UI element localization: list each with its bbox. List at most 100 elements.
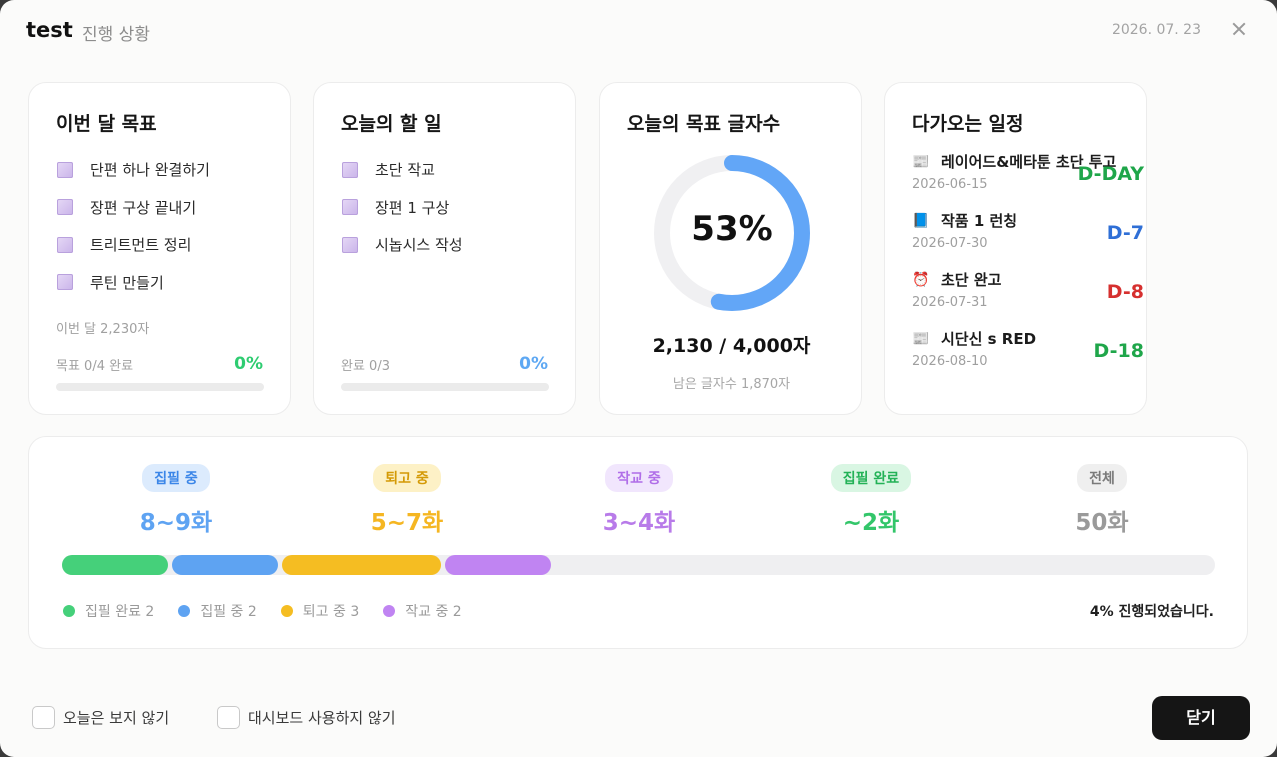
status-pill: 퇴고 중 xyxy=(373,464,441,492)
word-goal-remaining: 남은 글자수 1,870자 xyxy=(672,377,791,392)
task-item[interactable]: 장편 1 구상 xyxy=(342,189,463,227)
progress-legend: 집필 완료 2 집필 중 2 퇴고 중 3 작교 중 2 xyxy=(63,601,486,621)
legend-label: 집필 중 2 xyxy=(200,604,257,620)
schedule-dday: D-8 xyxy=(1106,281,1144,303)
disable-dashboard-checkbox[interactable] xyxy=(217,706,240,729)
today-tasks-card: 오늘의 할 일 초단 작교 장편 1 구상 시놉시스 작성 완료 0/3 0% xyxy=(313,82,576,415)
stat-proofreading: 작교 중 3~4화 xyxy=(559,464,719,537)
monthly-goal-list: 단편 하나 완결하기 장편 구상 끝내기 트리트먼트 정리 루틴 만들기 xyxy=(57,151,210,301)
newspaper-icon: 📰 xyxy=(912,154,930,170)
task-item[interactable]: 시놉시스 작성 xyxy=(342,226,463,264)
schedule-dday: D-18 xyxy=(1093,340,1144,362)
legend-dot xyxy=(280,605,293,617)
checkbox-icon[interactable] xyxy=(57,274,73,291)
progress-segment xyxy=(445,555,552,575)
task-label: 장편 1 구상 xyxy=(375,198,450,217)
schedule-name: 작품 1 런칭 xyxy=(941,212,1018,230)
book-icon: 📘 xyxy=(912,213,930,229)
status-pill: 집필 완료 xyxy=(830,464,912,492)
status-value: 50화 xyxy=(1075,510,1129,536)
card-title: 다가오는 일정 xyxy=(912,113,1024,135)
goal-label: 단편 하나 완결하기 xyxy=(90,161,210,180)
schedule-date: 2026-07-31 xyxy=(912,295,988,310)
stat-total: 전체 50화 xyxy=(1022,464,1182,537)
close-button[interactable]: 닫기 xyxy=(1152,696,1250,740)
status-pill: 집필 중 xyxy=(142,464,210,492)
legend-label: 작교 중 2 xyxy=(405,604,462,620)
dialog-subtitle: 진행 상황 xyxy=(82,25,150,45)
status-value: 5~7화 xyxy=(370,510,444,536)
word-goal-ring: 53% xyxy=(652,153,812,313)
monthly-goals-card: 이번 달 목표 단편 하나 완결하기 장편 구상 끝내기 트리트먼트 정리 루틴… xyxy=(28,82,291,415)
today-task-list: 초단 작교 장편 1 구상 시놉시스 작성 xyxy=(342,151,463,264)
schedule-card: 다가오는 일정 📰 레이어드&메타툰 초단 투고 2026-06-15 D-DA… xyxy=(884,82,1147,415)
word-goal-count: 2,130 / 4,000자 xyxy=(652,335,811,357)
legend-item: 퇴고 중 3 xyxy=(280,601,360,621)
ring-progress-arc xyxy=(654,155,810,311)
goal-progress-percent: 0% xyxy=(234,354,263,374)
checkbox-icon[interactable] xyxy=(57,236,73,253)
hide-today-option[interactable]: 오늘은 보지 않기 xyxy=(32,706,169,729)
card-title: 오늘의 목표 글자수 xyxy=(627,113,781,135)
schedule-dday: D-DAY xyxy=(1077,163,1144,185)
status-pill: 작교 중 xyxy=(605,464,673,492)
legend-dot xyxy=(383,605,396,617)
legend-item: 작교 중 2 xyxy=(383,601,462,621)
task-progress-bar xyxy=(341,383,549,391)
newspaper-icon: 📰 xyxy=(912,331,930,347)
stat-completed: 집필 완료 ~2화 xyxy=(791,464,951,537)
goal-progress-label: 목표 0/4 완료 xyxy=(56,359,134,374)
legend-label: 퇴고 중 3 xyxy=(302,604,360,620)
checkbox-icon[interactable] xyxy=(342,236,358,253)
legend-item: 집필 중 2 xyxy=(178,601,257,621)
progress-summary: 4% 진행되었습니다. xyxy=(1089,604,1214,620)
word-goal-card: 오늘의 목표 글자수 53% 2,130 / 4,000자 남은 글자수 1,8… xyxy=(599,82,862,415)
episode-progress-bar xyxy=(62,555,1215,575)
checkbox-icon[interactable] xyxy=(342,199,358,216)
episode-status-panel: 집필 중 8~9화 퇴고 중 5~7화 작교 중 3~4화 집필 완료 ~2화 … xyxy=(28,436,1248,649)
task-label: 초단 작교 xyxy=(375,161,435,180)
schedule-name: 초단 완고 xyxy=(941,271,1002,289)
goal-label: 장편 구상 끝내기 xyxy=(90,198,197,217)
hide-today-checkbox[interactable] xyxy=(32,706,55,729)
schedule-item[interactable]: 📰 시단신 s RED 2026-08-10 D-18 xyxy=(912,328,1144,378)
schedule-item[interactable]: ⏰ 초단 완고 2026-07-31 D-8 xyxy=(912,269,1144,319)
checkbox-icon[interactable] xyxy=(57,161,73,178)
schedule-date: 2026-06-15 xyxy=(912,177,988,192)
goal-item[interactable]: 장편 구상 끝내기 xyxy=(57,189,210,227)
goal-progress-bar xyxy=(56,383,264,391)
current-date: 2026. 07. 23 xyxy=(1111,22,1201,38)
status-value: ~2화 xyxy=(842,510,900,536)
card-title: 이번 달 목표 xyxy=(56,113,157,135)
legend-dot xyxy=(63,605,75,617)
disable-dashboard-option[interactable]: 대시보드 사용하지 않기 xyxy=(217,706,396,729)
legend-dot xyxy=(178,605,191,617)
progress-segment xyxy=(172,555,279,575)
task-label: 시놉시스 작성 xyxy=(375,236,463,255)
status-value: 3~4화 xyxy=(602,510,676,536)
schedule-dday: D-7 xyxy=(1106,222,1144,244)
goal-item[interactable]: 트리트먼트 정리 xyxy=(57,226,210,264)
dialog-title: test xyxy=(26,18,73,42)
checkbox-icon[interactable] xyxy=(342,161,358,178)
progress-segment xyxy=(62,555,169,575)
stat-revising: 퇴고 중 5~7화 xyxy=(327,464,487,537)
alarm-clock-icon: ⏰ xyxy=(912,272,930,288)
card-title: 오늘의 할 일 xyxy=(341,113,442,135)
goal-label: 트리트먼트 정리 xyxy=(90,236,192,255)
schedule-date: 2026-08-10 xyxy=(912,354,988,369)
goal-item[interactable]: 루틴 만들기 xyxy=(57,264,210,302)
task-item[interactable]: 초단 작교 xyxy=(342,151,463,189)
close-icon[interactable] xyxy=(1227,17,1251,41)
schedule-item[interactable]: 📘 작품 1 런칭 2026-07-30 D-7 xyxy=(912,210,1144,260)
schedule-item[interactable]: 📰 레이어드&메타툰 초단 투고 2026-06-15 D-DAY xyxy=(912,151,1144,201)
schedule-name: 시단신 s RED xyxy=(941,330,1037,348)
ring-chart xyxy=(654,155,810,311)
disable-dashboard-label: 대시보드 사용하지 않기 xyxy=(248,709,396,727)
goal-item[interactable]: 단편 하나 완결하기 xyxy=(57,151,210,189)
hide-today-label: 오늘은 보지 않기 xyxy=(63,709,170,727)
word-goal-percent: 53% xyxy=(691,209,773,249)
goal-label: 루틴 만들기 xyxy=(90,273,164,292)
checkbox-icon[interactable] xyxy=(57,199,73,216)
